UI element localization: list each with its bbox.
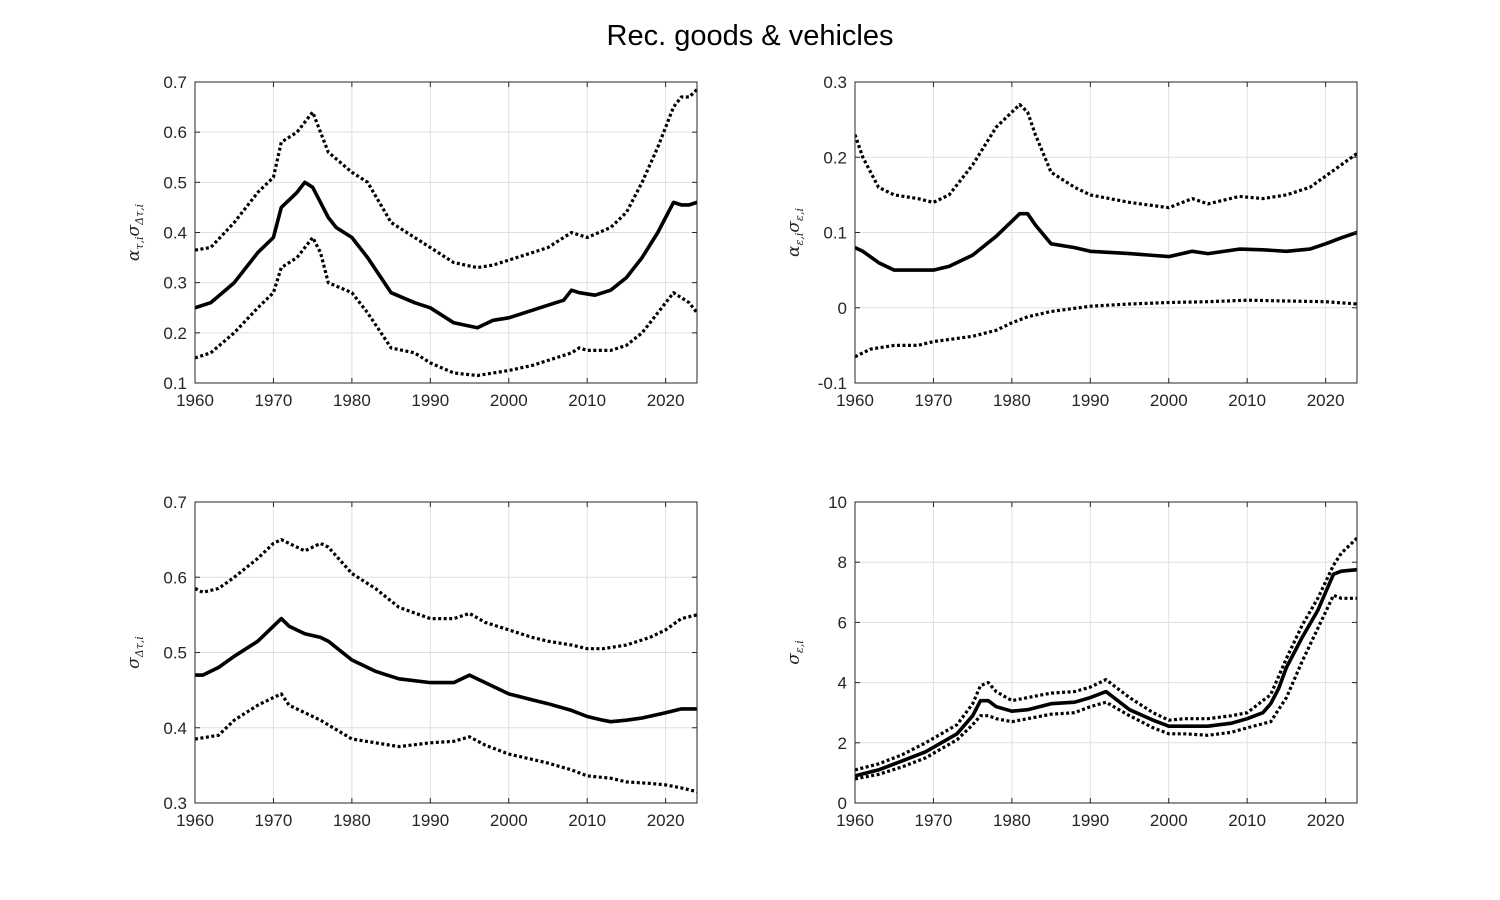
x-tick-label: 1960 bbox=[836, 811, 874, 830]
x-tick-label: 2010 bbox=[1228, 811, 1266, 830]
y-tick-label: -0.1 bbox=[818, 374, 847, 393]
y-tick-label: 0.1 bbox=[823, 224, 847, 243]
y-axis-label: σε,i bbox=[784, 640, 806, 665]
y-tick-label: 0.2 bbox=[163, 324, 187, 343]
y-tick-label: 10 bbox=[828, 493, 847, 512]
x-tick-label: 1980 bbox=[993, 811, 1031, 830]
estimate-line bbox=[855, 211, 1357, 272]
y-axis-label: σΔτ,i bbox=[124, 636, 146, 669]
x-tick-label: 1990 bbox=[411, 811, 449, 830]
y-tick-label: 0 bbox=[838, 299, 847, 318]
y-axis-label: αε,iσε,i bbox=[784, 208, 806, 257]
x-tick-label: 1990 bbox=[1071, 811, 1109, 830]
x-tick-label: 1970 bbox=[915, 391, 953, 410]
confidence-band-line bbox=[195, 88, 697, 270]
x-tick-label: 2010 bbox=[1228, 391, 1266, 410]
y-tick-label: 4 bbox=[838, 674, 847, 693]
y-tick-label: 2 bbox=[838, 734, 847, 753]
x-tick-label: 2010 bbox=[568, 811, 606, 830]
x-tick-label: 1970 bbox=[255, 811, 293, 830]
axes-box bbox=[854, 501, 1358, 804]
y-tick-label: 0.3 bbox=[163, 794, 187, 813]
x-tick-label: 1990 bbox=[411, 391, 449, 410]
subplot-1: 1960 1970 1980 1990 2000 2010 2020 0.1 0.2 0.3 0.4… bbox=[124, 73, 698, 410]
x-tick-label: 1980 bbox=[333, 811, 371, 830]
x-tick-label: 2020 bbox=[647, 811, 685, 830]
y-tick-label: 0.5 bbox=[163, 644, 187, 663]
x-tick-label: 2010 bbox=[568, 391, 606, 410]
y-tick-label: 0.4 bbox=[163, 719, 187, 738]
y-tick-label: 0.6 bbox=[163, 123, 187, 142]
x-tick-label: 1960 bbox=[176, 811, 214, 830]
x-tick-label: 1970 bbox=[255, 391, 293, 410]
y-tick-label: 0.1 bbox=[163, 374, 187, 393]
y-tick-label: 0.3 bbox=[823, 73, 847, 92]
x-tick-label: 1960 bbox=[176, 391, 214, 410]
x-tick-label: 2000 bbox=[490, 811, 528, 830]
estimate-line bbox=[195, 616, 697, 724]
y-tick-label: 8 bbox=[838, 553, 847, 572]
confidence-band-line bbox=[195, 235, 697, 378]
subplot-3: 1960 1970 1980 1990 2000 2010 2020 0.3 0.4 0.5 0.6… bbox=[124, 493, 698, 830]
confidence-band-line bbox=[855, 536, 1357, 772]
y-tick-label: 0 bbox=[838, 794, 847, 813]
y-tick-label: 0.7 bbox=[163, 73, 187, 92]
confidence-band-line bbox=[855, 298, 1357, 359]
y-tick-label: 0.5 bbox=[163, 173, 187, 192]
y-tick-label: 0.6 bbox=[163, 568, 187, 587]
subplot-2: 1960 1970 1980 1990 2000 2010 2020 -0.1 0 0.1 0.2 0… bbox=[784, 73, 1358, 410]
y-tick-label: 0.4 bbox=[163, 224, 187, 243]
x-tick-label: 2020 bbox=[1307, 811, 1345, 830]
x-tick-label: 2000 bbox=[1150, 811, 1188, 830]
confidence-band-line bbox=[195, 692, 697, 794]
y-tick-label: 0.2 bbox=[823, 148, 847, 167]
x-tick-label: 2000 bbox=[490, 391, 528, 410]
x-tick-label: 1990 bbox=[1071, 391, 1109, 410]
subplot-4: 1960 1970 1980 1990 2000 2010 2020 0 2 4 6 8 10 σε,i bbox=[784, 493, 1358, 830]
x-tick-label: 2020 bbox=[1307, 391, 1345, 410]
x-tick-label: 2020 bbox=[647, 391, 685, 410]
x-tick-label: 1980 bbox=[333, 391, 371, 410]
confidence-band-line bbox=[855, 102, 1357, 210]
y-tick-label: 0.3 bbox=[163, 274, 187, 293]
x-tick-label: 1970 bbox=[915, 811, 953, 830]
y-axis-label: ατ,iσΔτ,i bbox=[124, 204, 146, 261]
figure-title: Rec. goods & vehicles bbox=[606, 20, 894, 52]
estimate-line bbox=[855, 567, 1357, 778]
estimate-line bbox=[195, 180, 697, 330]
x-tick-label: 2000 bbox=[1150, 391, 1188, 410]
x-tick-label: 1960 bbox=[836, 391, 874, 410]
y-tick-label: 0.7 bbox=[163, 493, 187, 512]
confidence-band-line bbox=[855, 593, 1357, 781]
plot-area bbox=[855, 502, 1357, 803]
x-tick-label: 1980 bbox=[993, 391, 1031, 410]
y-tick-label: 6 bbox=[838, 613, 847, 632]
confidence-band-line bbox=[195, 537, 697, 651]
